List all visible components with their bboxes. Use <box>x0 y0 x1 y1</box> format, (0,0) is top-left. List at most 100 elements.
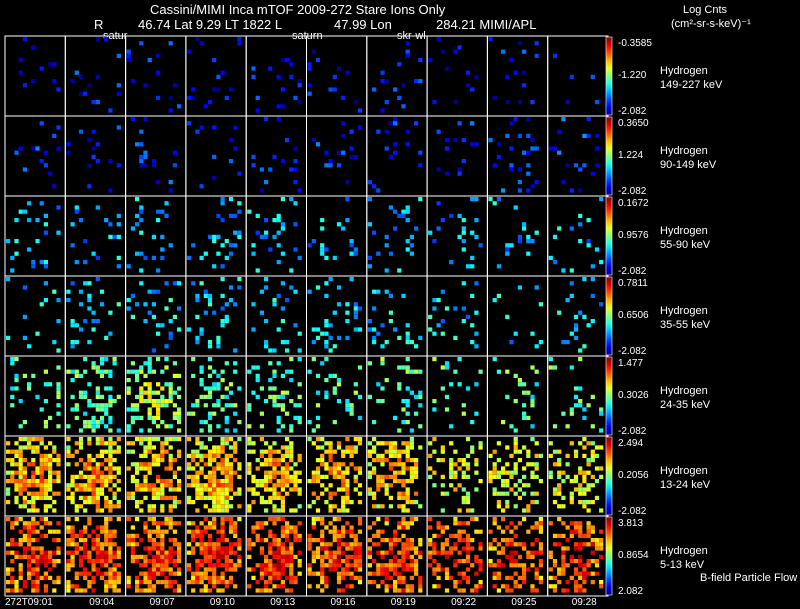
panel-r5-c8 <box>486 435 549 517</box>
panel-r4-c6 <box>366 355 428 437</box>
colorbar-frame-5 <box>605 436 613 516</box>
panel-r0-c9 <box>547 35 609 117</box>
colorbar-tick-max: 2.494 <box>618 438 644 449</box>
panel-r5-c2 <box>125 435 187 517</box>
panel-frame <box>185 355 247 437</box>
channel-label: Hydrogen 35-55 keV <box>660 304 710 332</box>
panel-r3-c6 <box>366 275 428 357</box>
channel-label: Hydrogen 24-35 keV <box>660 384 710 412</box>
panel-r5-c6 <box>366 435 428 517</box>
colorbar-2 <box>606 197 612 275</box>
time-tick: 09:07 <box>149 597 175 608</box>
panel-r3-c3 <box>185 275 247 357</box>
panel-r5-c0 <box>4 435 66 517</box>
panel-r2-c4 <box>245 195 307 277</box>
panel-r0-c6 <box>366 35 428 117</box>
panel-r5-c5 <box>306 435 368 517</box>
panel-frame <box>426 275 488 357</box>
panel-r1-c4 <box>245 115 307 197</box>
time-tick: 09:25 <box>511 597 537 608</box>
panel-r0-c7 <box>426 35 488 117</box>
time-tick: 09:19 <box>390 597 416 608</box>
colorbar-tick-mid: 0.9576 <box>618 230 649 241</box>
panel-r0-c4 <box>245 35 307 117</box>
time-tick: 09:22 <box>451 597 477 608</box>
channel-label: Hydrogen 55-90 keV <box>660 224 710 252</box>
colorbar-tick-max: 0.3650 <box>618 118 649 129</box>
colorbar-tick-max: 3.813 <box>618 518 644 529</box>
colorbar-tick-max: 1.477 <box>618 358 644 369</box>
channel-energy: 149-227 keV <box>660 79 723 91</box>
channel-energy: 35-55 keV <box>660 319 711 331</box>
channel-species: Hydrogen <box>660 305 708 317</box>
panel-r1-c8 <box>486 115 549 197</box>
time-tick: 09:16 <box>330 597 356 608</box>
colorbar-frame-0 <box>605 36 613 116</box>
channel-energy: 55-90 keV <box>660 239 711 251</box>
colorbar-tick-max: -0.3585 <box>618 38 652 49</box>
panel-frame <box>366 195 428 277</box>
panel-r0-c3 <box>185 35 247 117</box>
panel-r3-c7 <box>426 275 488 357</box>
panel-r2-c8 <box>486 195 549 277</box>
lon-value-info: 284.21 MIMI/APL <box>436 17 537 32</box>
panel-frame <box>486 35 549 117</box>
panel-r4-c9 <box>547 355 609 437</box>
panel-r1-c2 <box>125 115 187 197</box>
channel-energy: 90-149 keV <box>660 159 717 171</box>
panel-r4-c7 <box>426 355 488 437</box>
panel-r6-c3 <box>185 515 247 597</box>
channel-label: Hydrogen 5-13 keV <box>660 544 708 572</box>
panel-r5-c9 <box>547 435 609 517</box>
panel-r3-c2 <box>125 275 187 357</box>
colorbar-frame-1 <box>605 116 613 196</box>
colorbar-tick-max: 0.1672 <box>618 198 649 209</box>
panel-r1-c5 <box>306 115 368 197</box>
time-tick: 09:04 <box>89 597 115 608</box>
panel-r4-c5 <box>306 355 368 437</box>
channel-label: Hydrogen 13-24 keV <box>660 464 710 492</box>
panel-r0-c0 <box>4 35 66 117</box>
panel-r6-c9 <box>547 515 609 597</box>
panel-frame <box>185 275 247 357</box>
colorbar-3 <box>606 277 612 355</box>
chart-title: Cassini/MIMI Inca mTOF 2009-272 Stare Io… <box>150 2 446 17</box>
colorbar-tick-mid: 0.3026 <box>618 390 649 401</box>
panel-r4-c3 <box>185 355 247 437</box>
panel-r2-c9 <box>547 195 609 277</box>
panel-r3-c1 <box>64 275 127 357</box>
channel-energy: 5-13 keV <box>660 559 705 571</box>
time-tick: 09:10 <box>209 597 235 608</box>
channel-species: Hydrogen <box>660 545 708 557</box>
panel-r0-c8 <box>486 35 549 117</box>
time-tick: 272T09:01 <box>5 597 53 608</box>
panel-r3-c8 <box>486 275 549 357</box>
panel-frame <box>426 115 488 197</box>
colorbar-tick-mid: 0.8654 <box>618 550 649 561</box>
panel-r6-c4 <box>245 515 307 597</box>
colorbar-tick-mid: 1.224 <box>618 150 644 161</box>
colorbar-0 <box>606 37 612 115</box>
panel-r6-c2 <box>125 515 187 597</box>
panel-r6-c0 <box>4 515 66 597</box>
panel-r1-c7 <box>426 115 488 197</box>
panel-r0-c2 <box>125 35 187 117</box>
panel-r5-c3 <box>185 435 247 517</box>
time-tick: 09:13 <box>270 597 296 608</box>
panel-frame <box>245 275 307 357</box>
channel-label: Hydrogen 90-149 keV <box>660 144 716 172</box>
panel-r6-c8 <box>486 515 549 597</box>
channel-energy: 13-24 keV <box>660 479 711 491</box>
colorbar-1 <box>606 117 612 195</box>
panel-frame <box>366 115 428 197</box>
colorbar-frame-3 <box>605 276 613 356</box>
colorbar-4 <box>606 357 612 435</box>
panel-r4-c2 <box>125 355 187 437</box>
colorbar-6 <box>606 517 612 595</box>
colorbar-tick-mid: 0.6506 <box>618 310 649 321</box>
colorbar-tick-min: -2.082 <box>618 266 647 277</box>
panel-r2-c3 <box>185 195 247 277</box>
panel-r6-c7 <box>426 515 488 597</box>
